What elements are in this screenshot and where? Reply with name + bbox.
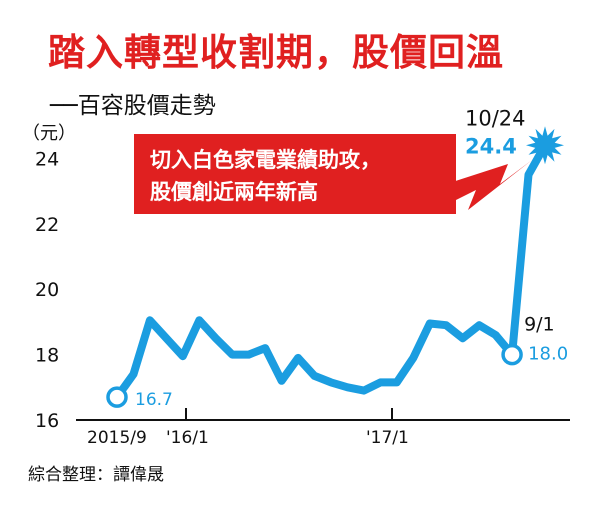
data-point xyxy=(179,353,186,360)
data-point xyxy=(245,351,252,358)
y-tick-label: 18 xyxy=(35,345,59,367)
callout-lightning-tail xyxy=(440,160,532,210)
data-point xyxy=(393,379,400,386)
peak-burst-icon xyxy=(526,126,564,165)
data-point xyxy=(476,322,483,329)
peak-value-label: 24.4 xyxy=(465,134,517,158)
data-point xyxy=(525,171,532,178)
y-tick-label: 22 xyxy=(35,214,59,236)
data-point xyxy=(295,354,302,361)
sep1-point-marker xyxy=(501,343,523,366)
data-point xyxy=(443,322,450,329)
start-value-label: 16.7 xyxy=(135,390,173,410)
data-point xyxy=(426,320,433,327)
chart-subtitle: ──百容股價走勢 xyxy=(50,93,216,119)
data-point xyxy=(163,335,170,342)
y-tick-label: 20 xyxy=(35,279,59,301)
sep1-value-label: 18.0 xyxy=(528,344,568,365)
data-point xyxy=(262,345,269,352)
data-point xyxy=(360,387,367,394)
data-point xyxy=(229,351,236,358)
start-point-marker xyxy=(106,386,128,408)
data-point xyxy=(344,384,351,391)
data-point xyxy=(278,377,285,384)
data-point xyxy=(328,379,334,386)
x-tick-label-17-1: '17/1 xyxy=(366,428,409,448)
y-tick-label: 24 xyxy=(35,148,59,170)
callout-line-1: 切入白色家電業績助攻， xyxy=(150,148,381,172)
x-tick-label-16-1: '16/1 xyxy=(166,428,209,448)
data-point xyxy=(130,371,137,378)
data-point xyxy=(212,335,219,342)
data-point xyxy=(311,372,318,379)
data-point xyxy=(377,379,384,386)
y-tick-label: 16 xyxy=(35,410,59,432)
data-point xyxy=(459,335,466,342)
data-point xyxy=(492,332,499,338)
y-axis-unit-label: （元） xyxy=(22,123,76,144)
chart-title: 踏入轉型收割期，股價回溫 xyxy=(48,30,504,74)
data-point xyxy=(146,317,153,324)
callout-line-2: 股價創近兩年新高 xyxy=(150,180,318,204)
x-tick-label-2015-9: 2015/9 xyxy=(87,428,147,448)
y-axis-ticks: 16 18 20 22 24 xyxy=(35,148,59,432)
data-point xyxy=(196,317,203,324)
source-credit: 綜合整理：譚偉晟 xyxy=(28,465,164,485)
data-point xyxy=(410,354,417,361)
sep1-date-label: 9/1 xyxy=(524,314,555,336)
callout-box xyxy=(134,134,456,214)
peak-date-label: 10/24 xyxy=(465,106,526,130)
